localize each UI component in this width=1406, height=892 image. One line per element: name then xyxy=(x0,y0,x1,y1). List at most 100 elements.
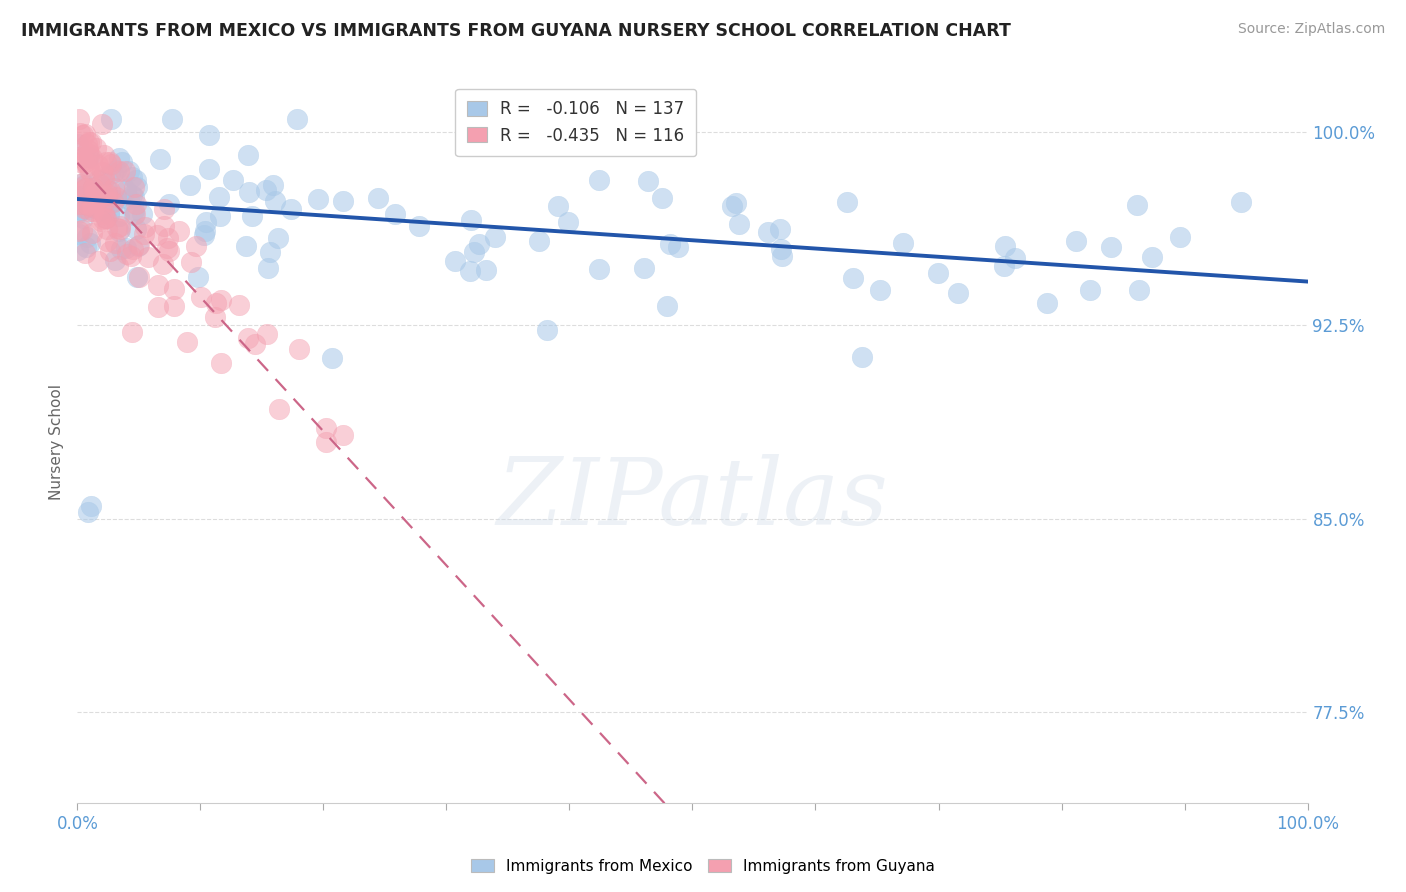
Point xyxy=(98,185,121,199)
Point xyxy=(98,244,121,258)
Point xyxy=(86,188,108,202)
Point xyxy=(80,227,103,241)
Point xyxy=(637,174,659,188)
Point xyxy=(269,402,291,417)
Point xyxy=(96,182,118,196)
Point xyxy=(82,203,104,218)
Point xyxy=(659,236,682,251)
Point xyxy=(156,241,179,255)
Point xyxy=(69,203,91,218)
Point xyxy=(132,227,155,241)
Point xyxy=(93,148,115,162)
Point xyxy=(86,195,108,210)
Point xyxy=(666,240,689,254)
Point xyxy=(204,310,226,324)
Point xyxy=(115,183,138,197)
Point xyxy=(86,194,108,208)
Point xyxy=(891,235,914,250)
Point xyxy=(96,234,118,248)
Point xyxy=(110,155,132,169)
Text: IMMIGRANTS FROM MEXICO VS IMMIGRANTS FROM GUYANA NURSERY SCHOOL CORRELATION CHAR: IMMIGRANTS FROM MEXICO VS IMMIGRANTS FRO… xyxy=(21,22,1011,40)
Point xyxy=(96,190,118,204)
Point xyxy=(90,214,112,228)
Point xyxy=(72,128,94,142)
Point xyxy=(146,300,169,314)
Point xyxy=(83,183,105,197)
Point xyxy=(184,239,207,253)
Point xyxy=(72,211,94,225)
Point xyxy=(134,219,156,234)
Point xyxy=(1126,198,1149,212)
Point xyxy=(75,155,97,169)
Point xyxy=(91,165,114,179)
Point xyxy=(66,137,89,152)
Point xyxy=(87,202,110,217)
Point xyxy=(84,186,107,201)
Point xyxy=(101,194,124,209)
Point xyxy=(77,143,100,157)
Point xyxy=(70,188,93,202)
Point xyxy=(1004,251,1026,265)
Point xyxy=(127,270,149,285)
Point xyxy=(91,212,114,227)
Point xyxy=(93,172,115,186)
Point xyxy=(67,177,90,191)
Point xyxy=(83,196,105,211)
Point xyxy=(77,200,100,214)
Point xyxy=(588,262,610,277)
Point xyxy=(73,128,96,142)
Point xyxy=(89,177,111,191)
Point xyxy=(187,270,209,285)
Point xyxy=(91,195,114,210)
Point xyxy=(86,141,108,155)
Point xyxy=(96,199,118,213)
Point xyxy=(444,253,467,268)
Point xyxy=(104,252,127,267)
Point xyxy=(76,197,98,211)
Point xyxy=(87,254,110,268)
Point xyxy=(76,137,98,152)
Point xyxy=(79,164,101,178)
Point xyxy=(332,428,354,442)
Point xyxy=(105,162,128,177)
Point xyxy=(82,200,104,214)
Point xyxy=(96,186,118,201)
Point xyxy=(842,271,865,285)
Point xyxy=(194,224,217,238)
Point xyxy=(93,207,115,221)
Point xyxy=(93,168,115,182)
Point xyxy=(101,166,124,180)
Point xyxy=(288,342,311,356)
Point xyxy=(264,194,287,209)
Point xyxy=(256,327,278,342)
Point xyxy=(152,219,174,233)
Point xyxy=(72,201,94,215)
Point xyxy=(82,198,104,212)
Point xyxy=(108,224,131,238)
Point xyxy=(115,246,138,260)
Point xyxy=(100,157,122,171)
Point xyxy=(157,197,180,211)
Point xyxy=(236,331,259,345)
Point xyxy=(100,194,122,209)
Point xyxy=(280,202,302,216)
Point xyxy=(157,244,180,258)
Point xyxy=(770,249,793,263)
Point xyxy=(869,283,891,297)
Point xyxy=(195,215,218,229)
Point xyxy=(1140,251,1163,265)
Point xyxy=(180,255,202,269)
Point xyxy=(73,145,96,159)
Point xyxy=(72,176,94,190)
Point xyxy=(238,148,260,162)
Point xyxy=(107,259,129,273)
Point xyxy=(211,355,233,369)
Point xyxy=(1064,234,1087,248)
Point xyxy=(131,206,153,220)
Point xyxy=(107,220,129,235)
Point xyxy=(77,202,100,216)
Point xyxy=(67,197,90,211)
Point xyxy=(315,421,337,435)
Point xyxy=(128,238,150,252)
Point xyxy=(148,277,170,292)
